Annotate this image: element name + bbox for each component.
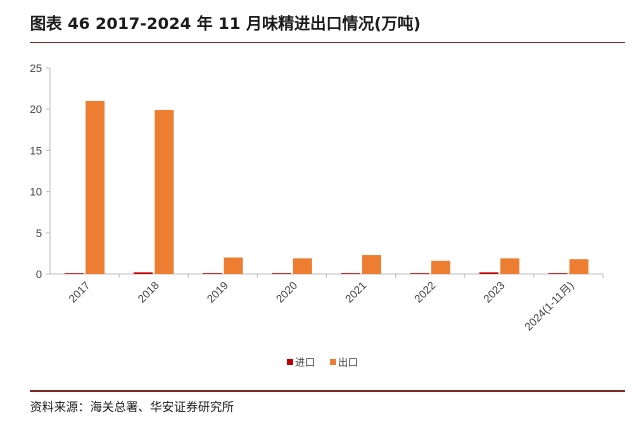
y-tick-label: 0 — [36, 269, 42, 281]
y-tick-label: 10 — [30, 187, 42, 199]
x-tick-label: 2023 — [482, 280, 508, 306]
bar-export — [85, 100, 105, 275]
y-tick-label: 15 — [30, 145, 42, 157]
bar-import — [64, 273, 84, 274]
bar-import — [341, 273, 361, 274]
bar-export — [500, 258, 520, 274]
bar-export — [154, 110, 174, 274]
legend-label-import: 进口 — [295, 357, 315, 369]
bar-chart: 0 5 10 15 20 25 2017 2018 2019 2020 2021 2022 2023 20… — [30, 63, 604, 369]
bar-export — [223, 257, 243, 274]
x-tick-label: 2019 — [205, 280, 231, 306]
title-divider — [30, 42, 625, 43]
footer-divider — [30, 390, 625, 392]
legend-swatch-export — [330, 359, 336, 365]
x-tick-label: 2021 — [343, 280, 369, 306]
bar-import — [202, 273, 222, 274]
bar-export — [362, 255, 382, 274]
legend-label-export: 出口 — [338, 356, 358, 369]
x-tick-label: 2018 — [136, 280, 162, 306]
bar-export — [292, 258, 312, 274]
x-tick-label: 2020 — [274, 280, 300, 306]
y-tick-label: 5 — [36, 228, 42, 240]
x-tick-label: 2017 — [67, 280, 93, 306]
bar-import — [479, 272, 499, 274]
bar-export — [569, 259, 589, 274]
bar-export — [431, 260, 451, 274]
bar-import — [548, 273, 568, 274]
y-tick-label: 25 — [30, 63, 42, 75]
bar-import — [271, 273, 291, 274]
x-tick-label: 2022 — [413, 280, 439, 306]
x-tick-label: 2024(1-11月) — [523, 280, 577, 334]
y-tick-label: 20 — [30, 104, 42, 116]
bar-import — [133, 272, 153, 274]
source-note: 资料来源：海关总署、华安证券研究所 — [30, 400, 235, 414]
chart-title: 图表 46 2017-2024 年 11 月味精进出口情况(万吨) — [30, 14, 421, 33]
legend-swatch-import — [287, 359, 293, 365]
bar-import — [410, 273, 430, 274]
